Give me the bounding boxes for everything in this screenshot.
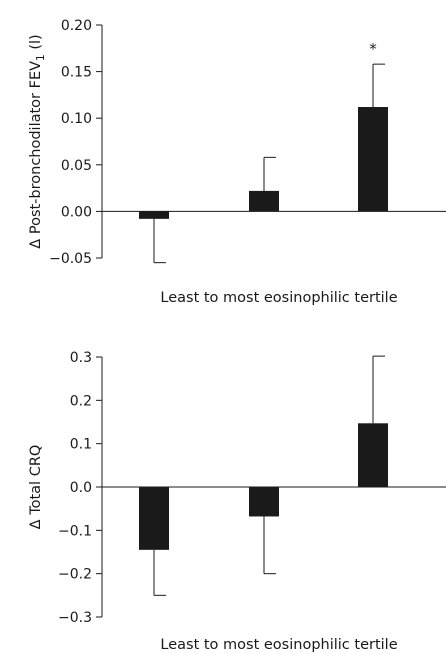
y-tick-label: −0.2: [58, 567, 92, 583]
y-tick-label: 0.15: [61, 65, 92, 81]
bar-3: [358, 107, 388, 212]
y-tick-label: 0.05: [61, 158, 92, 174]
bar-3: [358, 423, 388, 487]
y-tick-label: 0.2: [70, 393, 92, 409]
y-tick-label: 0.20: [61, 18, 92, 34]
y-tick-label: −0.05: [49, 251, 92, 267]
crq-chart: −0.3 −0.2 −0.1 0.0 0.1 0.2 0.3 Least to most eo…: [28, 350, 446, 653]
x-axis-label: Least to most eosinophilic tertile: [160, 290, 397, 306]
y-tick-label: 0.3: [70, 350, 92, 366]
y-tick-label: 0.0: [70, 480, 92, 496]
y-axis-label: Δ Post-bronchodilator FEV1 (l): [28, 34, 47, 248]
bar-1: [139, 211, 169, 219]
y-axis-label-main: Δ Total CRQ: [28, 445, 44, 530]
significance-marker: *: [369, 40, 377, 58]
y-axis-label-main: Δ Post-bronchodilator FEV: [28, 61, 44, 249]
y-tick-label: 0.1: [70, 437, 92, 453]
bar-1: [139, 487, 169, 550]
x-axis-label: Least to most eosinophilic tertile: [160, 637, 397, 653]
fev1-chart: −0.05 0.00 0.05 0.10 0.15 0.20 * Least to most …: [28, 18, 446, 306]
bar-2: [249, 190, 279, 212]
y-tick-label: 0.10: [61, 111, 92, 127]
y-tick-label: −0.3: [58, 610, 92, 626]
y-axis-label-unit: (l): [28, 34, 44, 54]
y-tick-label: 0.00: [61, 204, 92, 220]
y-tick-label: −0.1: [58, 523, 92, 539]
y-axis-label-subscript: 1: [35, 54, 47, 61]
y-axis-label: Δ Total CRQ: [28, 445, 44, 530]
bar-2: [249, 487, 279, 517]
